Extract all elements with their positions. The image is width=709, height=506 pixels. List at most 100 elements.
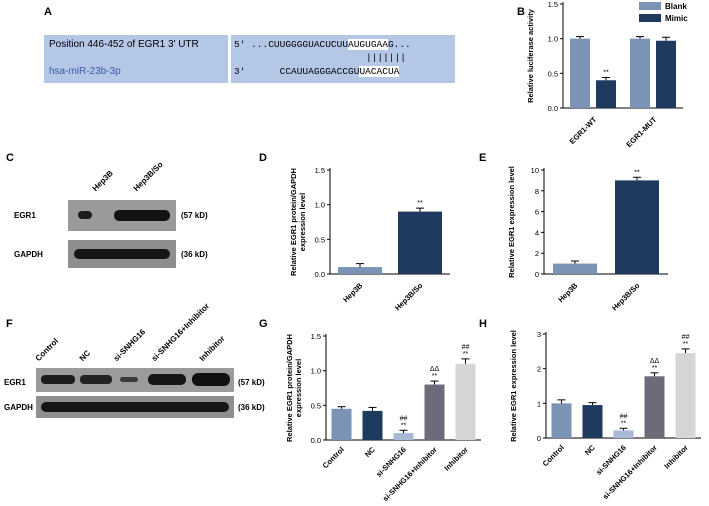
y-axis-label: Relative EGR1 expression level [507,166,516,278]
chart-e-expression: 0 2 4 6 8 10 Relative EGR1 expression level Hep… [507,166,668,313]
y-axis-label-line: Relative EGR1 protein/GAPDH [289,168,298,276]
y-tick-label: 1.0 [311,367,321,376]
y-tick-label: 3 [537,330,541,339]
y-tick-label: 1.5 [315,166,325,175]
significance-mark: ΔΔ [650,358,660,365]
panel-label-e: E [479,152,487,164]
y-axis-label: Relative EGR1 protein/GAPDHexpression le… [285,334,303,442]
bar [553,263,597,274]
seq-row1-seed: AUGUGAA [348,39,388,50]
chart-g-protein: 0.0 0.5 1.0 1.5 Relative EGR1 protein/GAPDHe… [285,332,481,503]
y-tick-label: 0.0 [311,436,321,445]
y-tick-label: 2 [535,249,539,258]
blot-f-lane-label: Inhibitor [197,334,227,363]
blot-band [148,374,186,385]
blot-c-kd-label: (36 kD) [181,250,208,259]
seq-row1-post: G... [387,39,411,50]
x-tick-label: Control [321,445,346,470]
x-tick-label: EGR1-MUT [624,115,658,149]
bar [331,408,352,440]
bar [393,433,414,440]
y-axis-label-line: expression level [298,193,307,251]
blot-band [78,211,92,219]
panel-label-f: F [6,318,13,330]
y-tick-label: 0.5 [315,235,325,244]
legend-label: Blank [665,2,687,11]
y-axis-label: Relative EGR1 expression level [509,330,518,442]
blot-c-lane-label: Hep3B/So [131,159,165,193]
bar [362,410,383,440]
blot-f-row-label: EGR1 [4,378,26,387]
significance-mark: ## [462,344,470,351]
x-tick-label: Inhibitor [662,443,690,471]
y-tick-label: 1.0 [548,35,558,44]
blot-c-egr1-membrane [68,200,176,231]
blot-f-row-label: GAPDH [4,403,33,412]
panel-label-b: B [517,6,525,18]
y-axis-label-line: Relative EGR1 protein/GAPDH [285,334,294,442]
bar [630,38,650,108]
chart-d-protein: 0.0 0.5 1.0 1.5 Relative EGR1 protein/GAPDHe… [289,166,450,313]
legend-label: Mimic [665,14,688,23]
blot-f-gapdh-membrane [36,396,234,418]
seq-alignment-box [231,35,455,83]
y-tick-label: 1.5 [548,0,558,9]
panel-label-c: C [6,152,14,164]
blot-c-kd-label: (57 kD) [181,211,208,220]
blot-band [114,210,170,221]
y-tick-label: 1 [537,399,541,408]
x-tick-label: Hep3B [341,281,365,305]
blot-c-row-label: GAPDH [14,250,43,259]
x-tick-label: Control [541,443,566,468]
y-tick-label: 0.0 [548,104,558,113]
y-axis-label: Relative luciferase activity [526,8,535,103]
significance-mark: ** [652,365,658,372]
x-tick-label: Hep3B/So [393,281,425,313]
x-tick-label: NC [363,445,377,459]
significance-mark: ** [432,373,438,380]
y-tick-label: 0.5 [311,401,321,410]
bar [656,40,676,108]
y-tick-label: 0 [537,434,541,443]
significance-mark: ** [603,69,609,76]
seq-row2: 3' CCAUUAGGGACCGUUACACUA [234,66,400,77]
x-tick-label: EGR1-WT [568,115,599,146]
bar [551,403,572,438]
y-tick-label: 10 [531,166,539,175]
bar [582,405,603,438]
x-tick-label: NC [583,443,597,457]
bar [615,180,659,274]
significance-mark: ** [621,420,627,427]
x-tick-label: si-SNHG16+Inhibitor [381,445,439,503]
seq-row1-label: Position 446-452 of EGR1 3' UTR [49,39,199,50]
y-tick-label: 0 [535,270,539,279]
seq-row2-prefix: 3' [234,66,246,77]
y-tick-label: 4 [535,228,539,237]
panel-label-d: D [259,152,267,164]
significance-mark: ΔΔ [430,366,440,373]
blot-band [80,375,112,384]
y-tick-label: 8 [535,187,539,196]
significance-mark: ** [401,422,407,429]
bar [644,376,665,438]
seq-row1-prefix: 5' [234,39,246,50]
x-tick-label: Hep3B/So [610,281,642,313]
bar [424,384,445,440]
significance-mark: ## [682,334,690,341]
significance-mark: ## [400,415,408,422]
seq-row2-label: hsa-miR-23b-3p [49,66,121,77]
blot-f-kd-label: (57 kD) [238,378,265,387]
panel-label-a: A [44,6,52,18]
seq-row1: 5' ...CUUGGGGUACUCUUAUGUGAAG... [234,39,411,50]
blot-band [74,249,170,259]
significance-mark: ** [463,351,469,358]
seq-label-box [44,35,228,83]
seq-row1-pre: ...CUUGGGGUACUCUU [251,39,349,50]
blot-band [41,402,229,412]
significance-mark: ## [620,413,628,420]
blot-band [120,377,138,382]
y-tick-label: 0.0 [315,270,325,279]
legend-swatch [639,14,661,22]
significance-mark: ** [683,341,689,348]
y-tick-label: 0.5 [548,69,558,78]
